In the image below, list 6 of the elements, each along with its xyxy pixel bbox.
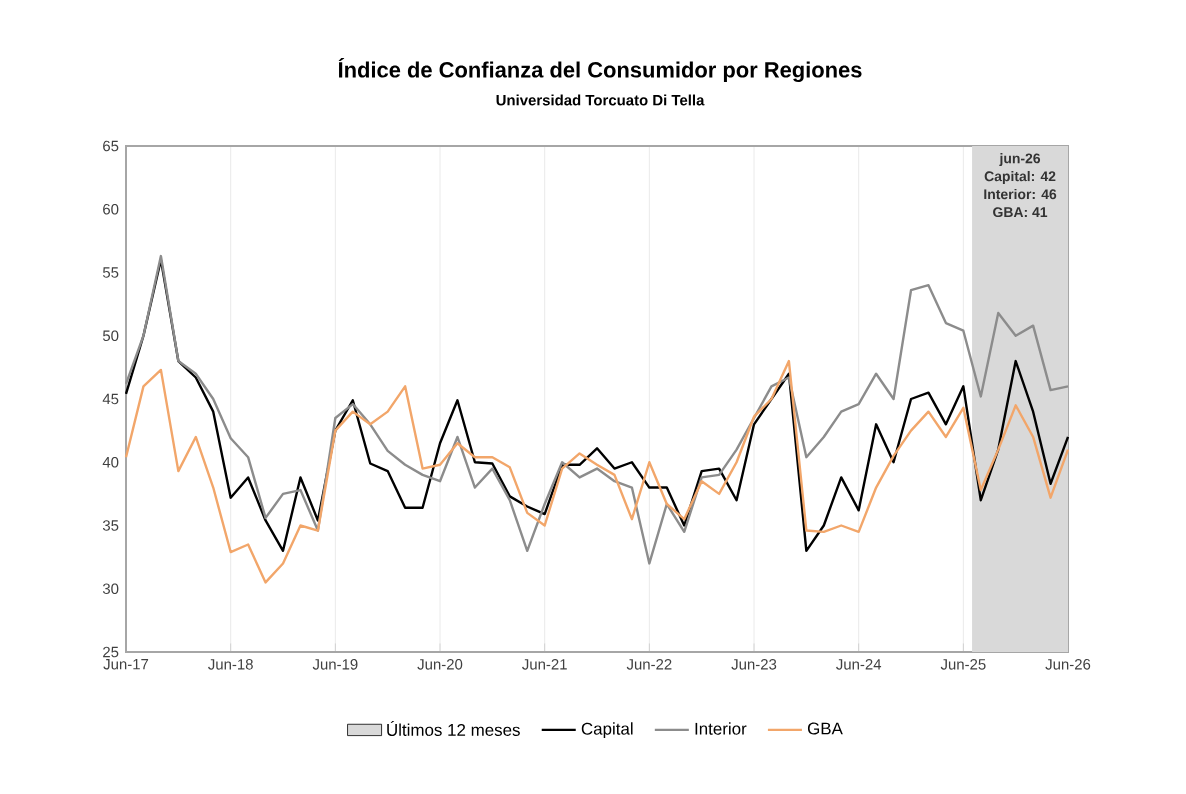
legend-label: Últimos 12 meses xyxy=(387,721,520,736)
legend-label: GBA xyxy=(807,722,843,735)
chart-title: Índice de Confianza del Consumidor por Regiones xyxy=(338,57,862,83)
line-series xyxy=(124,359,1070,584)
legend-label: Capital xyxy=(581,722,633,739)
legend-label: Interior xyxy=(695,722,747,735)
